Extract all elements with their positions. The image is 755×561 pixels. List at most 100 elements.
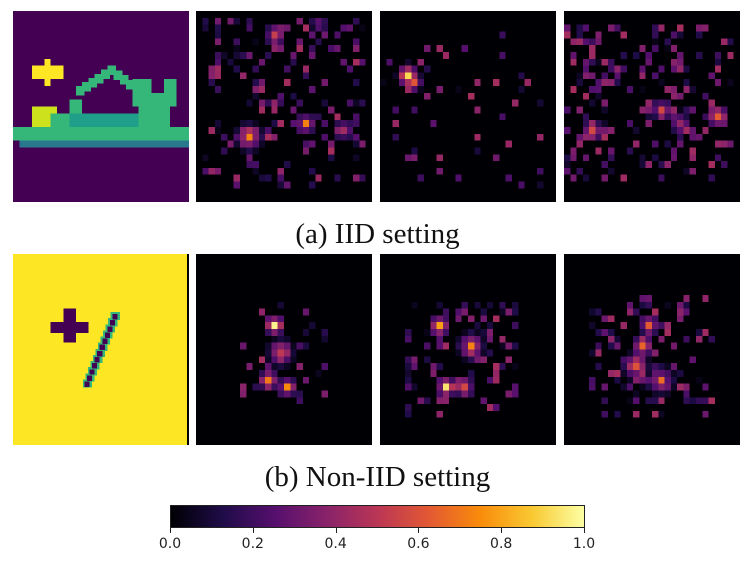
heat-cell: [677, 315, 684, 323]
heat-cell: [436, 301, 443, 309]
heat-cell: [340, 24, 347, 32]
heat-cell: [589, 322, 596, 330]
heat-cell: [639, 72, 646, 80]
heat-cell: [321, 390, 328, 398]
heat-cell: [302, 342, 310, 350]
heat-cell: [240, 147, 247, 155]
heat-cell: [353, 38, 360, 46]
heat-cell: [499, 301, 506, 309]
heat-cell: [670, 65, 678, 73]
heat-cell: [595, 329, 602, 336]
heat-cell: [614, 24, 621, 32]
heat-cell: [639, 329, 646, 336]
heat-cell: [442, 308, 450, 316]
heat-cell: [601, 410, 608, 418]
heat-cell: [576, 167, 583, 175]
heat-cell: [290, 120, 297, 127]
heat-cell: [271, 315, 278, 323]
heat-cell: [265, 24, 272, 32]
heat-cell: [309, 126, 316, 134]
heat-cell: [315, 113, 322, 121]
heat-cell: [436, 390, 443, 398]
heat-cell: [290, 376, 297, 384]
heat-cell: [601, 120, 608, 127]
heat-cell: [474, 147, 481, 155]
heat-cell: [633, 369, 640, 377]
digit-stroke: [87, 375, 93, 381]
heat-cell: [652, 140, 659, 148]
heat-cell: [645, 383, 652, 391]
heat-cell: [626, 349, 634, 357]
heat-cell: [658, 106, 665, 114]
heat-cell: [601, 315, 608, 323]
heat-cell: [658, 376, 665, 384]
heat-cell: [265, 174, 272, 182]
heat-cell: [430, 329, 437, 336]
heat-cell: [664, 86, 671, 93]
heat-cell: [277, 315, 284, 323]
heat-cell: [677, 308, 684, 316]
heat-cell: [346, 65, 354, 73]
heat-cell: [277, 363, 284, 370]
heat-cell: [405, 154, 412, 162]
heat-cell: [290, 390, 297, 398]
heat-cell: [302, 113, 310, 121]
heat-cell: [334, 126, 341, 134]
heat-cell: [461, 342, 468, 350]
heat-cell: [214, 51, 222, 59]
heat-cell: [321, 335, 328, 343]
heat-cell: [652, 72, 659, 80]
heat-cell: [265, 363, 272, 370]
heat-cell: [246, 17, 253, 25]
heat-cell: [405, 356, 412, 364]
heat-cell: [436, 397, 443, 405]
heat-cell: [265, 349, 272, 357]
heat-cell: [564, 126, 571, 134]
heat-cell: [620, 383, 627, 391]
heat-cell: [645, 315, 652, 323]
heat-cell: [645, 329, 652, 336]
heat-cell: [677, 51, 684, 59]
heat-cell: [614, 65, 621, 73]
heat-cell: [576, 24, 583, 32]
heat-cell: [589, 51, 596, 59]
heat-cell: [601, 72, 608, 80]
noniid-saliency-map-3: [564, 254, 740, 445]
heat-cell: [683, 301, 690, 309]
heat-cell: [214, 38, 222, 46]
heat-cell: [505, 342, 512, 350]
heat-cell: [321, 363, 328, 370]
heat-cell: [271, 133, 278, 141]
heat-cell: [639, 349, 646, 357]
heat-cell: [309, 86, 316, 93]
heat-cell: [455, 383, 462, 391]
heat-cell: [258, 174, 266, 182]
heat-cell: [639, 106, 646, 114]
heat-cell: [664, 390, 671, 398]
heat-cell: [265, 51, 272, 59]
heat-cell: [315, 174, 322, 182]
heat-cell: [392, 120, 399, 127]
heat-cell: [321, 120, 328, 127]
heat-cell: [652, 390, 659, 398]
heat-cell: [233, 181, 240, 189]
heat-cell: [714, 79, 722, 87]
heat-cell: [271, 369, 278, 377]
heat-cell: [442, 315, 450, 323]
heat-cell: [436, 45, 443, 52]
heat-cell: [708, 99, 715, 107]
heat-cell: [677, 92, 684, 100]
heat-cell: [277, 390, 284, 398]
heat-cell: [493, 363, 500, 370]
heat-cell: [702, 294, 709, 302]
sandal-strap: [82, 81, 91, 92]
heat-cell: [689, 133, 696, 141]
heat-cell: [405, 369, 412, 377]
heat-cell: [564, 154, 571, 162]
heat-cell: [626, 376, 634, 384]
heat-cell: [309, 140, 316, 148]
heat-cell: [302, 140, 310, 148]
heat-cell: [608, 58, 615, 66]
heat-cell: [328, 106, 335, 114]
heat-cell: [626, 363, 634, 370]
